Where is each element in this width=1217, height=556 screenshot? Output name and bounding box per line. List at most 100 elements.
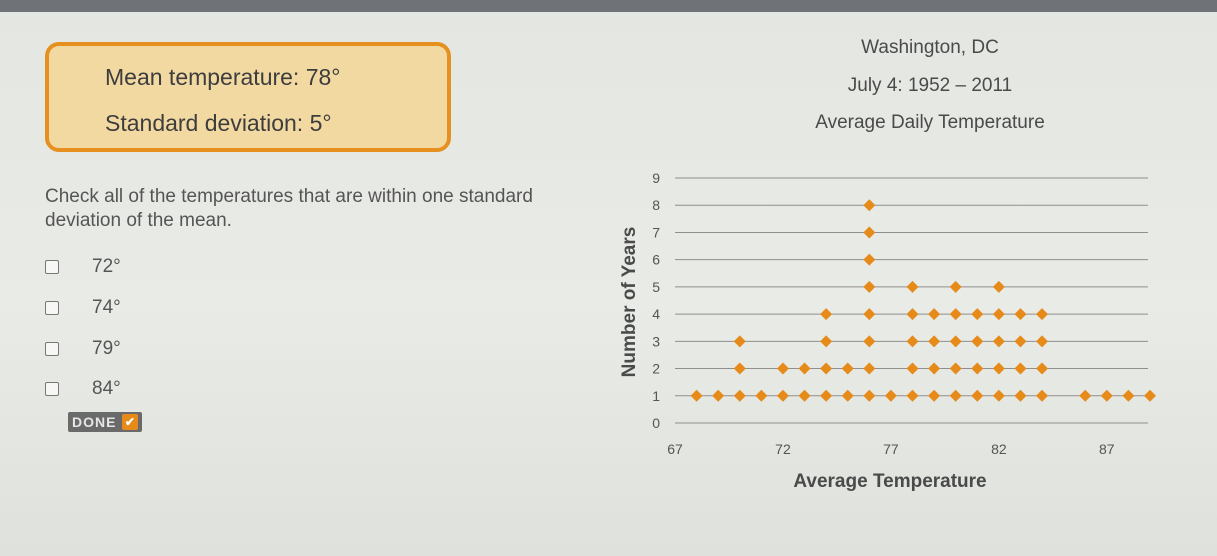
y-tick-label: 6 [652,252,660,268]
data-dot [992,335,1005,348]
data-dot [690,389,703,402]
x-tick-label: 87 [1099,441,1115,457]
option-label: 72° [92,256,121,277]
x-tick-label: 82 [991,441,1007,457]
data-dot [1014,308,1027,321]
data-dot [841,389,854,402]
data-dot [712,389,725,402]
standard-deviation: Standard deviation: 5° [105,110,332,137]
checkbox[interactable] [45,260,59,274]
sd-value: 5° [309,110,332,136]
data-dot [928,308,941,321]
x-tick-label: 72 [775,441,791,457]
checkbox[interactable] [45,301,59,315]
data-dot [733,335,746,348]
chart-title-line-3: Average Daily Temperature [815,112,1045,133]
data-dot [971,308,984,321]
data-dot [906,335,919,348]
data-dot [992,362,1005,375]
data-dot [841,362,854,375]
option-79[interactable]: 79° [45,338,121,360]
y-axis-label: Number of Years [619,227,640,378]
data-dot [992,280,1005,293]
x-tick-label: 67 [667,441,683,457]
data-dot [755,389,768,402]
y-tick-label: 2 [652,361,660,377]
data-dot [949,389,962,402]
data-dot [1079,389,1092,402]
done-label: DONE [72,414,117,430]
data-dot [820,362,833,375]
data-dot [863,280,876,293]
y-tick-label: 9 [652,170,660,186]
y-tick-label: 3 [652,333,660,349]
data-dot [776,362,789,375]
data-dot [1014,335,1027,348]
data-dot [820,308,833,321]
data-dot [1036,308,1049,321]
data-dot [863,335,876,348]
data-dot [1100,389,1113,402]
y-tick-label: 5 [652,279,660,295]
option-74[interactable]: 74° [45,297,121,319]
data-dot [863,308,876,321]
data-dot [971,335,984,348]
mean-temperature: Mean temperature: 78° [105,64,341,91]
option-label: 74° [92,297,121,318]
question-prompt: Check all of the temperatures that are w… [45,186,533,231]
chart-title-line-1: Washington, DC [861,37,999,58]
data-dot [820,389,833,402]
data-dot [798,389,811,402]
data-dot [798,362,811,375]
data-dot [1036,362,1049,375]
data-dot [1036,335,1049,348]
data-dot [949,308,962,321]
window-top-bar [0,0,1217,12]
data-dot [906,308,919,321]
data-dot [1144,389,1156,402]
data-dot [1122,389,1135,402]
sd-label: Standard deviation: [105,110,304,136]
mean-label: Mean temperature: [105,64,300,90]
checkbox[interactable] [45,382,59,396]
data-dot [906,362,919,375]
data-dot [949,362,962,375]
data-dot [928,389,941,402]
y-tick-label: 4 [652,306,660,322]
data-dot [949,280,962,293]
data-dot [863,362,876,375]
data-dot [1014,362,1027,375]
data-dot [863,199,876,212]
data-dot [863,389,876,402]
stats-box: Mean temperature: 78° Standard deviation… [45,42,451,152]
x-tick-label: 77 [883,441,899,457]
data-dot [971,362,984,375]
data-dot [733,362,746,375]
y-tick-label: 8 [652,197,660,213]
y-tick-label: 0 [652,415,660,431]
data-dot [992,308,1005,321]
data-dot [992,389,1005,402]
y-tick-label: 7 [652,224,660,240]
data-dot [906,389,919,402]
data-dot [820,335,833,348]
checkmark-icon: ✔ [122,414,139,430]
data-dot [971,389,984,402]
data-dot [928,335,941,348]
y-tick-label: 1 [652,388,660,404]
data-dot [906,280,919,293]
data-dot [1036,389,1049,402]
option-label: 84° [92,378,121,399]
data-dot [863,253,876,266]
data-dot [863,226,876,239]
data-dot [949,335,962,348]
option-84[interactable]: 84° [45,378,121,400]
mean-value: 78° [305,64,341,90]
done-button[interactable]: DONE ✔ [68,412,143,432]
checkbox[interactable] [45,342,59,356]
chart-title-line-2: July 4: 1952 – 2011 [847,75,1013,96]
option-72[interactable]: 72° [45,256,121,278]
x-axis-label: Average Temperature [793,471,986,492]
option-label: 79° [92,338,121,359]
